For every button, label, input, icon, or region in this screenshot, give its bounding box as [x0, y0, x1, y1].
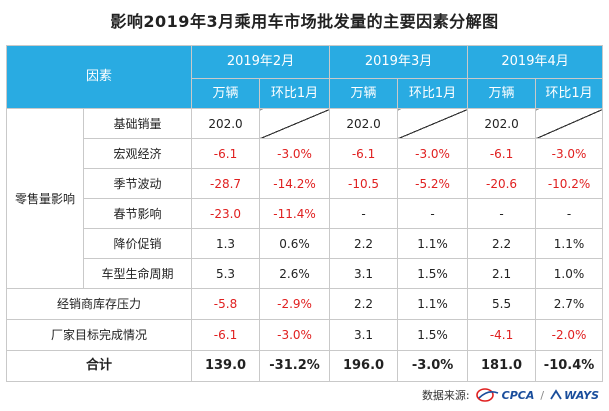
table-row: 季节波动 -28.7 -14.2% -10.5 -5.2% -20.6 -10.2%	[7, 168, 604, 199]
cpca-logo-icon	[475, 388, 498, 402]
page-title: 影响2019年3月乘用车市场批发量的主要因素分解图	[110, 12, 499, 31]
month-header-apr: 2019年4月	[467, 45, 604, 79]
subcol-mom: 环比1月	[397, 78, 469, 109]
mom-cell: -3.0%	[535, 138, 604, 169]
table-row: 厂家目标完成情况 -6.1 -3.0% 3.1 1.5% -4.1 -2.0%	[5, 319, 604, 351]
mom-cell: -3.0%	[397, 138, 469, 169]
footer: 数据来源: CPCA / WAYS	[421, 387, 599, 403]
table-row: 经销商库存压力 -5.8 -2.9% 2.2 1.1% 5.5 2.7%	[5, 288, 604, 320]
volume-cell: 3.1	[329, 258, 399, 289]
factor-header: 因素	[5, 45, 193, 109]
total-label: 合计	[5, 350, 193, 382]
mom-cell: -14.2%	[259, 168, 331, 199]
factor-label: 车型生命周期	[82, 258, 193, 289]
ways-logo-text: WAYS	[564, 388, 599, 402]
mom-cell: -5.2%	[397, 168, 469, 199]
empty-diagonal-cell	[259, 108, 331, 139]
volume-cell: 202.0	[329, 108, 399, 139]
table-row: 宏观经济 -6.1 -3.0% -6.1 -3.0% -6.1 -3.0%	[7, 138, 604, 169]
mom-cell: 2.7%	[535, 288, 604, 320]
volume-cell: -10.5	[329, 168, 399, 199]
volume-cell: -20.6	[467, 168, 537, 199]
factor-label: 春节影响	[82, 198, 193, 229]
empty-diagonal-cell	[535, 108, 604, 139]
volume-cell: -5.8	[191, 288, 261, 320]
volume-cell: -6.1	[191, 138, 261, 169]
ways-logo: WAYS	[550, 389, 599, 402]
table-body: 零售量影响 基础销量 202.0 202.0 202.0 宏观经济 -6.1 -3.0% -6.…	[5, 108, 604, 382]
total-mom-cell: -3.0%	[397, 350, 469, 382]
mom-cell: -2.9%	[259, 288, 331, 320]
cpca-logo: CPCA	[475, 387, 535, 403]
mom-cell: 1.0%	[535, 258, 604, 289]
total-volume-cell: 181.0	[467, 350, 537, 382]
volume-cell: 2.1	[467, 258, 537, 289]
factor-label: 宏观经济	[82, 138, 193, 169]
month-header-mar: 2019年3月	[329, 45, 469, 79]
subcol-mom: 环比1月	[535, 78, 604, 109]
total-volume-cell: 196.0	[329, 350, 399, 382]
volume-cell: 202.0	[191, 108, 261, 139]
factor-label: 降价促销	[82, 228, 193, 259]
mom-cell: 1.1%	[397, 228, 469, 259]
volume-cell: 2.2	[329, 288, 399, 320]
factor-table: 因素 2019年2月 2019年3月 2019年4月 万辆 环比1月 万辆 环比…	[5, 45, 604, 382]
volume-cell: 1.3	[191, 228, 261, 259]
empty-diagonal-cell	[397, 108, 469, 139]
factor-label: 经销商库存压力	[5, 288, 193, 320]
mom-cell: 1.5%	[397, 258, 469, 289]
mom-cell: -2.0%	[535, 319, 604, 351]
volume-cell: -4.1	[467, 319, 537, 351]
mom-cell: -10.2%	[535, 168, 604, 199]
volume-cell: -	[467, 198, 537, 229]
factor-label: 季节波动	[82, 168, 193, 199]
table-row: 零售量影响 基础销量 202.0 202.0 202.0	[6, 108, 604, 289]
volume-cell: -6.1	[329, 138, 399, 169]
source-label: 数据来源:	[421, 389, 470, 402]
volume-cell: 202.0	[467, 108, 537, 139]
mom-cell: -3.0%	[259, 138, 331, 169]
total-mom-cell: -10.4%	[535, 350, 604, 382]
ways-logo-icon	[550, 389, 562, 400]
mom-cell: 2.6%	[259, 258, 331, 289]
mom-cell: 1.1%	[535, 228, 604, 259]
mom-cell: 1.1%	[397, 288, 469, 320]
subcol-volume: 万辆	[467, 78, 537, 109]
cpca-logo-text: CPCA	[501, 388, 535, 402]
volume-cell: -23.0	[191, 198, 261, 229]
volume-cell: 3.1	[329, 319, 399, 351]
mom-cell: -	[397, 198, 469, 229]
table-row: 春节影响 -23.0 -11.4% - - - -	[7, 198, 604, 229]
volume-cell: 5.5	[467, 288, 537, 320]
mom-cell: -	[535, 198, 604, 229]
factor-label: 厂家目标完成情况	[5, 319, 193, 351]
mom-cell: -3.0%	[259, 319, 331, 351]
volume-cell: -	[329, 198, 399, 229]
group-label-retail: 零售量影响	[6, 108, 84, 289]
volume-cell: 2.2	[329, 228, 399, 259]
month-header-feb: 2019年2月	[191, 45, 331, 79]
total-row: 合计 139.0 -31.2% 196.0 -3.0% 181.0 -10.4%	[5, 350, 604, 382]
mom-cell: 1.5%	[397, 319, 469, 351]
subcol-volume: 万辆	[329, 78, 399, 109]
volume-cell: -6.1	[467, 138, 537, 169]
volume-cell: -6.1	[191, 319, 261, 351]
subcol-volume: 万辆	[191, 78, 261, 109]
table-row: 车型生命周期 5.3 2.6% 3.1 1.5% 2.1 1.0%	[7, 258, 604, 289]
total-volume-cell: 139.0	[191, 350, 261, 382]
subcol-mom: 环比1月	[259, 78, 331, 109]
table-row: 降价促销 1.3 0.6% 2.2 1.1% 2.2 1.1%	[7, 228, 604, 259]
volume-cell: 5.3	[191, 258, 261, 289]
mom-cell: -11.4%	[259, 198, 331, 229]
volume-cell: 2.2	[467, 228, 537, 259]
total-mom-cell: -31.2%	[259, 350, 331, 382]
factor-label: 基础销量	[82, 108, 193, 139]
mom-cell: 0.6%	[259, 228, 331, 259]
volume-cell: -28.7	[191, 168, 261, 199]
